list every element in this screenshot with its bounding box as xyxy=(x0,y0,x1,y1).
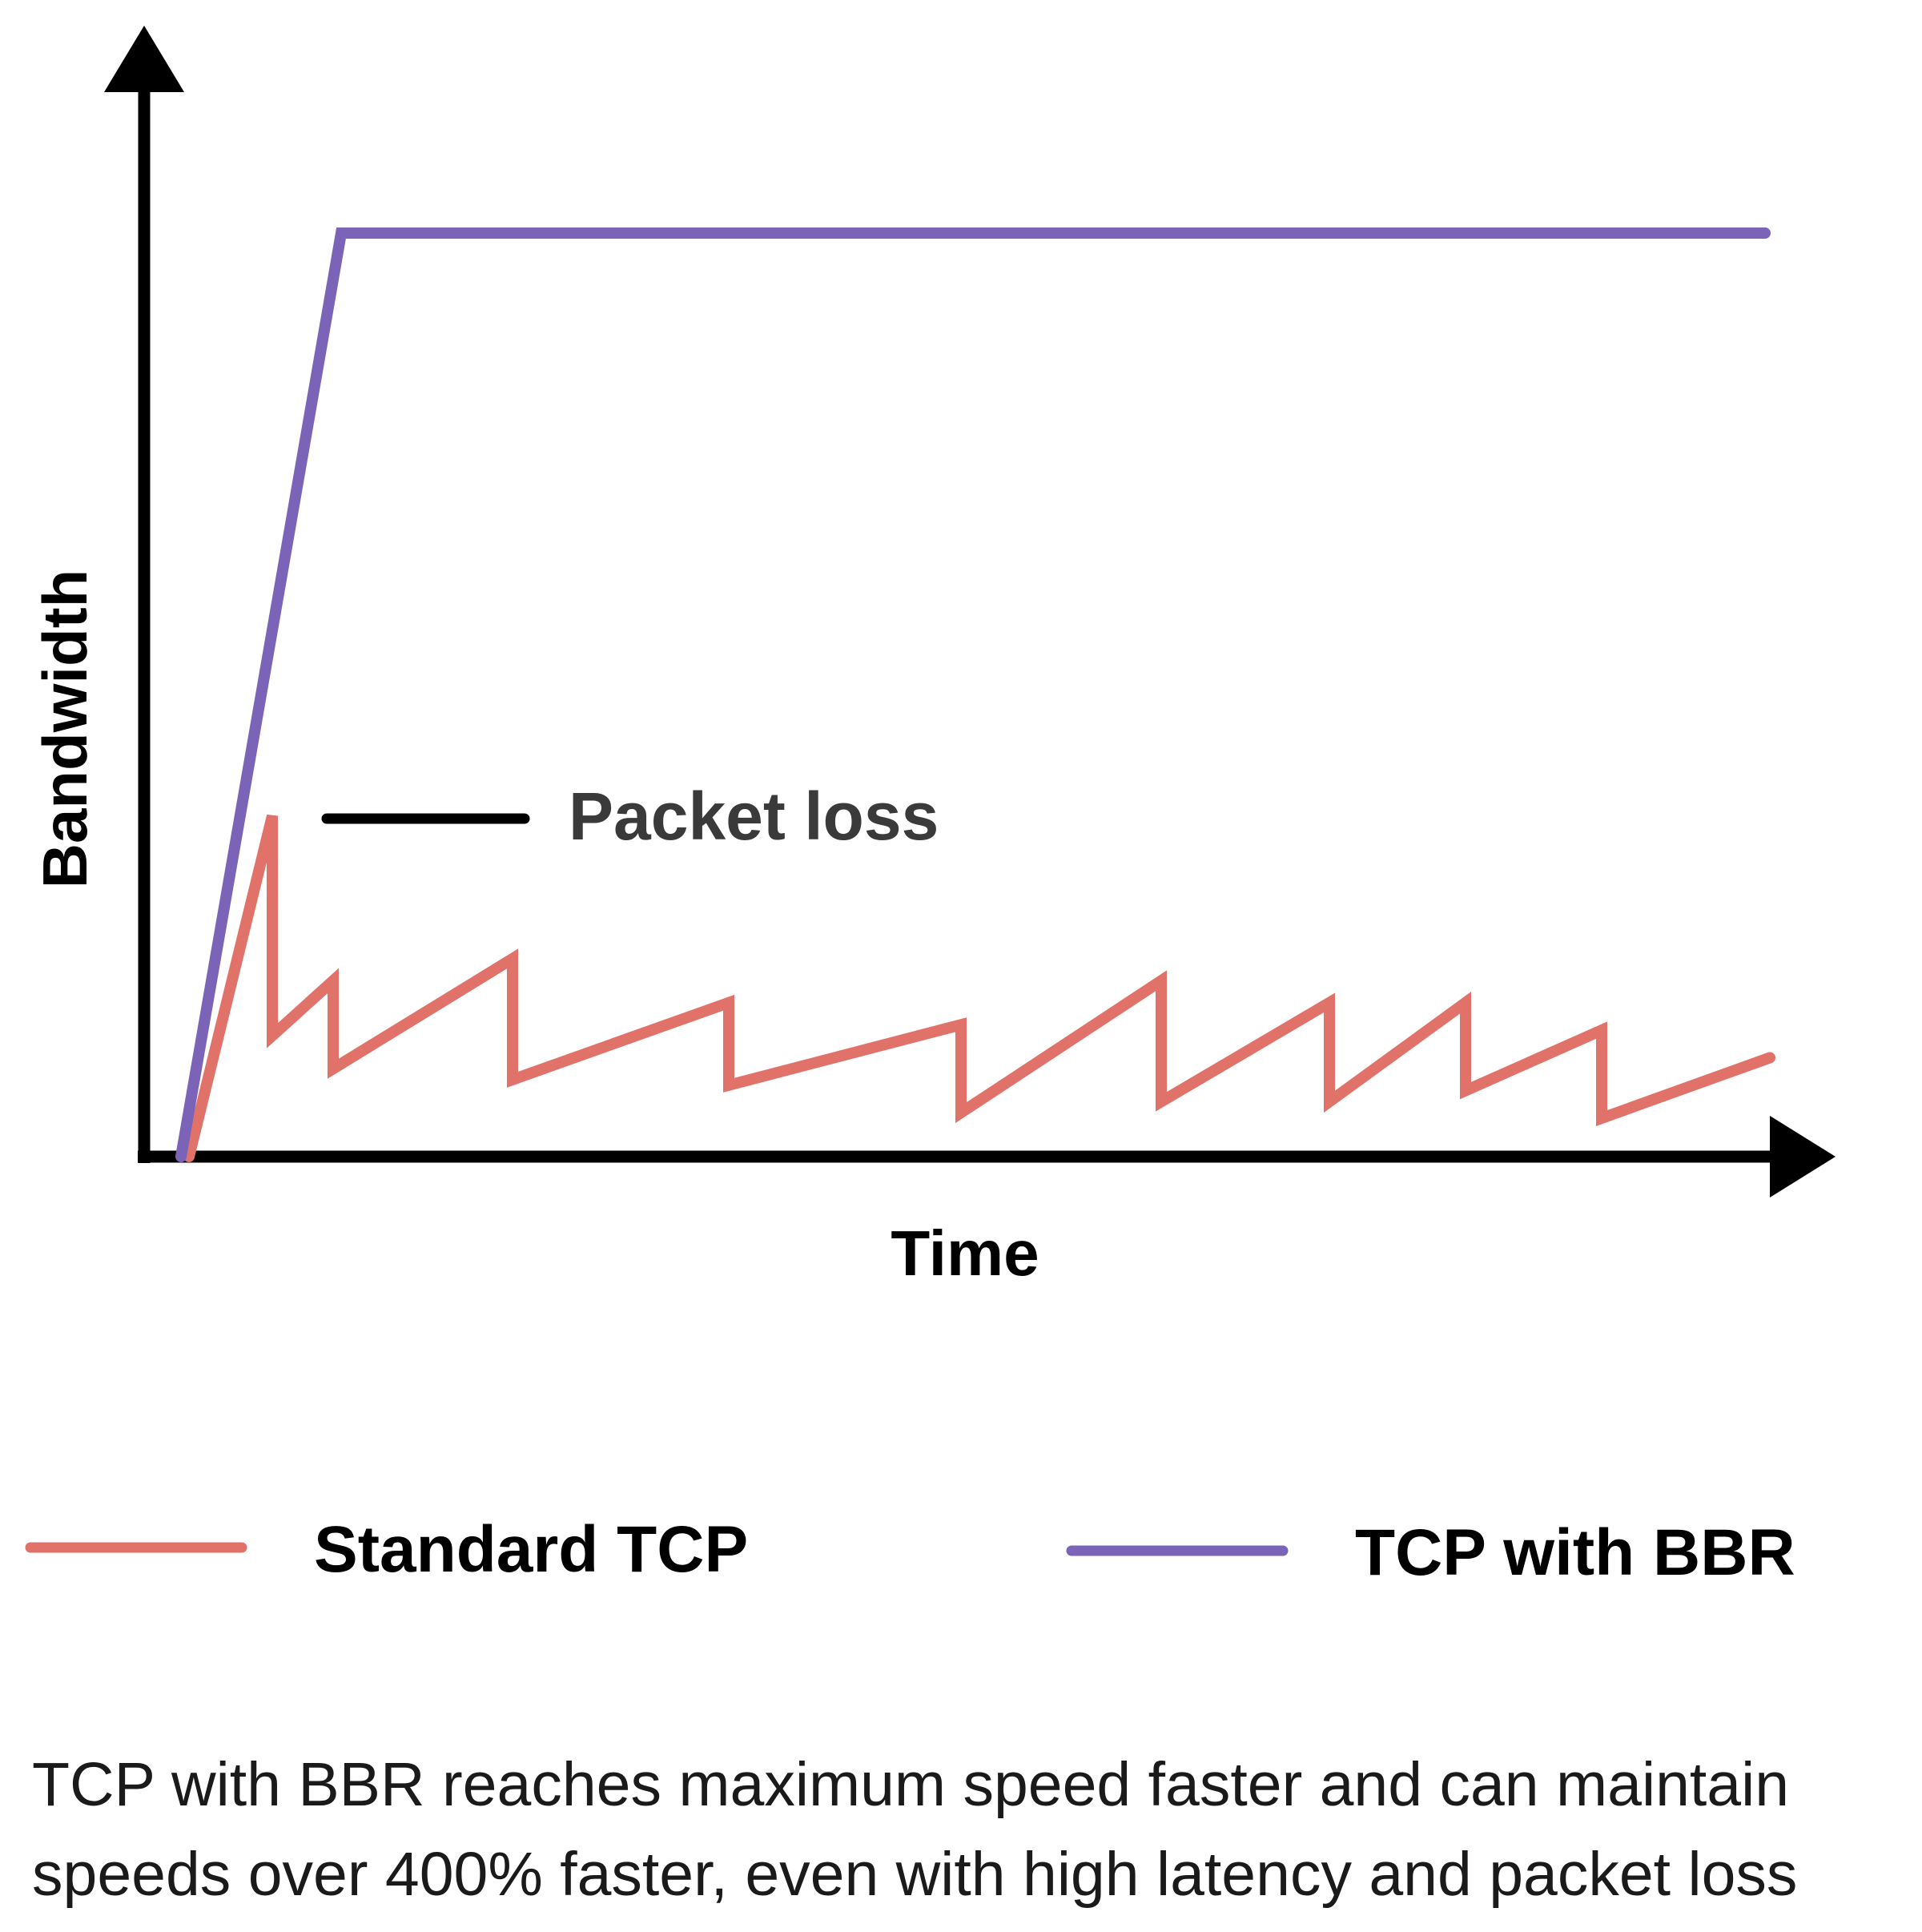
chart-caption: TCP with BBR reaches maximum speed faste… xyxy=(32,1750,1798,1909)
series-line-standard-tcp xyxy=(183,814,1775,1162)
y-axis-label: Bandwidth xyxy=(30,570,100,889)
series-line-tcp-with-bbr xyxy=(175,227,1771,1162)
legend-label-tcp-with-bbr: TCP with BBR xyxy=(1355,1516,1795,1589)
legend-label-standard-tcp: Standard TCP xyxy=(314,1513,748,1586)
y-axis-arrow-icon xyxy=(104,26,184,92)
packet-loss-label: Packet loss xyxy=(569,779,939,854)
x-axis-arrow-icon xyxy=(1770,1116,1836,1197)
x-axis-label: Time xyxy=(891,1218,1039,1289)
